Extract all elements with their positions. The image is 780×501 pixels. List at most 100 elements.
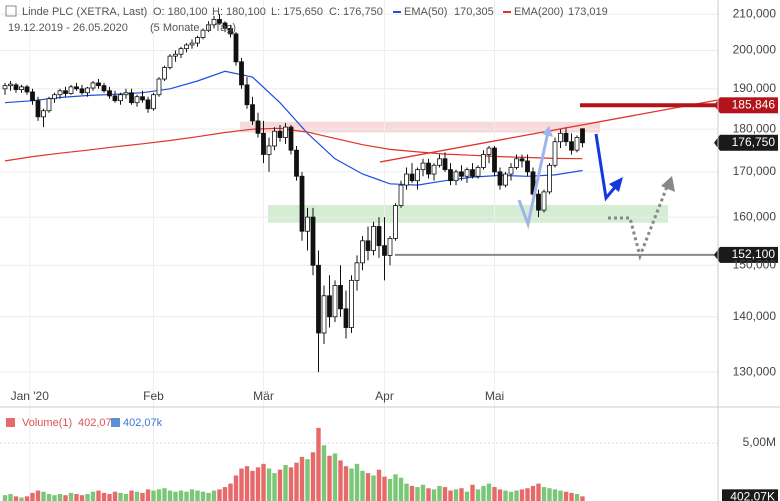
volume-bar xyxy=(294,462,299,501)
candle-body xyxy=(492,147,497,173)
volume-bar xyxy=(57,494,63,501)
quote-high: H: 180,100 xyxy=(212,6,266,18)
candle-body xyxy=(409,173,415,182)
volume-bar xyxy=(173,491,178,501)
volume-bar xyxy=(46,494,52,501)
volume-bar xyxy=(525,488,530,501)
volume-bar xyxy=(338,460,343,501)
candle-body xyxy=(569,141,574,151)
volume-bar xyxy=(404,483,409,501)
volume-bar xyxy=(101,492,107,501)
volume-bar xyxy=(475,489,481,501)
volume-bar xyxy=(431,489,437,501)
volume-bar xyxy=(530,485,536,501)
volume-legend: Volume(1) xyxy=(22,417,72,429)
candle-body xyxy=(52,94,57,100)
candle-body xyxy=(519,158,525,162)
candle-body xyxy=(57,90,63,96)
volume-bar xyxy=(519,489,525,501)
candle-body xyxy=(85,87,90,94)
volume-bar xyxy=(514,490,519,501)
candle-body xyxy=(475,167,481,177)
candle-body xyxy=(30,91,35,102)
volume-bar xyxy=(580,496,585,501)
candle-body xyxy=(151,94,156,110)
candle-body xyxy=(420,162,426,171)
volume-bar xyxy=(470,484,475,501)
candle-body xyxy=(464,169,470,177)
volume-bar xyxy=(464,491,470,501)
volume-bar xyxy=(497,489,503,501)
quote-close: C: 176,750 xyxy=(329,6,383,18)
volume-bar xyxy=(151,490,156,501)
volume-bar xyxy=(426,488,431,501)
volume-bar xyxy=(310,452,316,501)
volume-bar xyxy=(200,491,206,501)
volume-bar xyxy=(156,489,162,501)
candle-body xyxy=(228,28,233,35)
volume-bar xyxy=(118,492,123,501)
candle-body xyxy=(321,295,327,334)
y-tick-label: 160,000 xyxy=(733,209,777,223)
candle-body xyxy=(382,245,387,256)
candle-body xyxy=(552,141,558,166)
volume-bar xyxy=(167,490,173,501)
candle-body xyxy=(162,67,167,80)
y-tick-label: 180,000 xyxy=(733,121,777,135)
candle-body xyxy=(437,158,442,166)
volume-bar xyxy=(574,494,580,501)
candle-body xyxy=(178,48,184,55)
candle-body xyxy=(63,90,68,94)
candle-body xyxy=(338,285,343,310)
volume-bar xyxy=(233,475,239,501)
candle-body xyxy=(354,262,360,281)
candle-body xyxy=(299,175,305,232)
candle-body xyxy=(46,98,52,112)
candle-body xyxy=(156,78,162,96)
legend-value: 170,305 xyxy=(454,6,494,18)
candle-body xyxy=(574,137,580,151)
candle-body xyxy=(486,147,492,155)
volume-bar xyxy=(288,467,294,501)
candle-body xyxy=(250,104,255,122)
volume-tag-label: 402,07K xyxy=(730,490,775,501)
volume-bar xyxy=(459,488,464,501)
candle-body xyxy=(206,24,211,31)
candle-body xyxy=(563,132,569,143)
candle-body xyxy=(376,226,382,247)
candle-body xyxy=(327,295,332,318)
volume-bar xyxy=(63,495,68,501)
volume-bar xyxy=(420,484,426,501)
candle-body xyxy=(68,86,74,94)
volume-bar xyxy=(327,455,332,501)
candle-body xyxy=(233,33,239,63)
volume-bar xyxy=(41,491,46,501)
price-tag-label: 152,100 xyxy=(732,247,776,261)
candle-body xyxy=(470,169,475,177)
y-tick-label: 190,000 xyxy=(733,81,777,95)
candle-body xyxy=(145,99,151,110)
candle-body xyxy=(112,95,118,102)
candle-body xyxy=(123,92,129,96)
volume-bar xyxy=(222,487,228,501)
volume-bar xyxy=(316,427,321,501)
volume-bar xyxy=(68,492,74,501)
candle-body xyxy=(244,84,250,106)
volume-bar xyxy=(398,477,404,501)
volume-bar xyxy=(19,497,24,501)
candle-body xyxy=(508,167,514,175)
icon xyxy=(5,5,17,17)
candle-body xyxy=(288,126,294,151)
candle-body xyxy=(101,85,107,92)
candle-body xyxy=(96,82,101,87)
candle-body xyxy=(195,37,200,44)
volume-bar xyxy=(409,485,415,501)
volume-bar xyxy=(481,485,486,501)
candle-body xyxy=(90,82,96,89)
volume-bar xyxy=(387,478,393,501)
candle-body xyxy=(140,96,145,101)
volume-bar xyxy=(145,489,151,501)
candle-body xyxy=(266,145,272,155)
volume-bar xyxy=(371,475,376,501)
candle-body xyxy=(536,193,541,211)
